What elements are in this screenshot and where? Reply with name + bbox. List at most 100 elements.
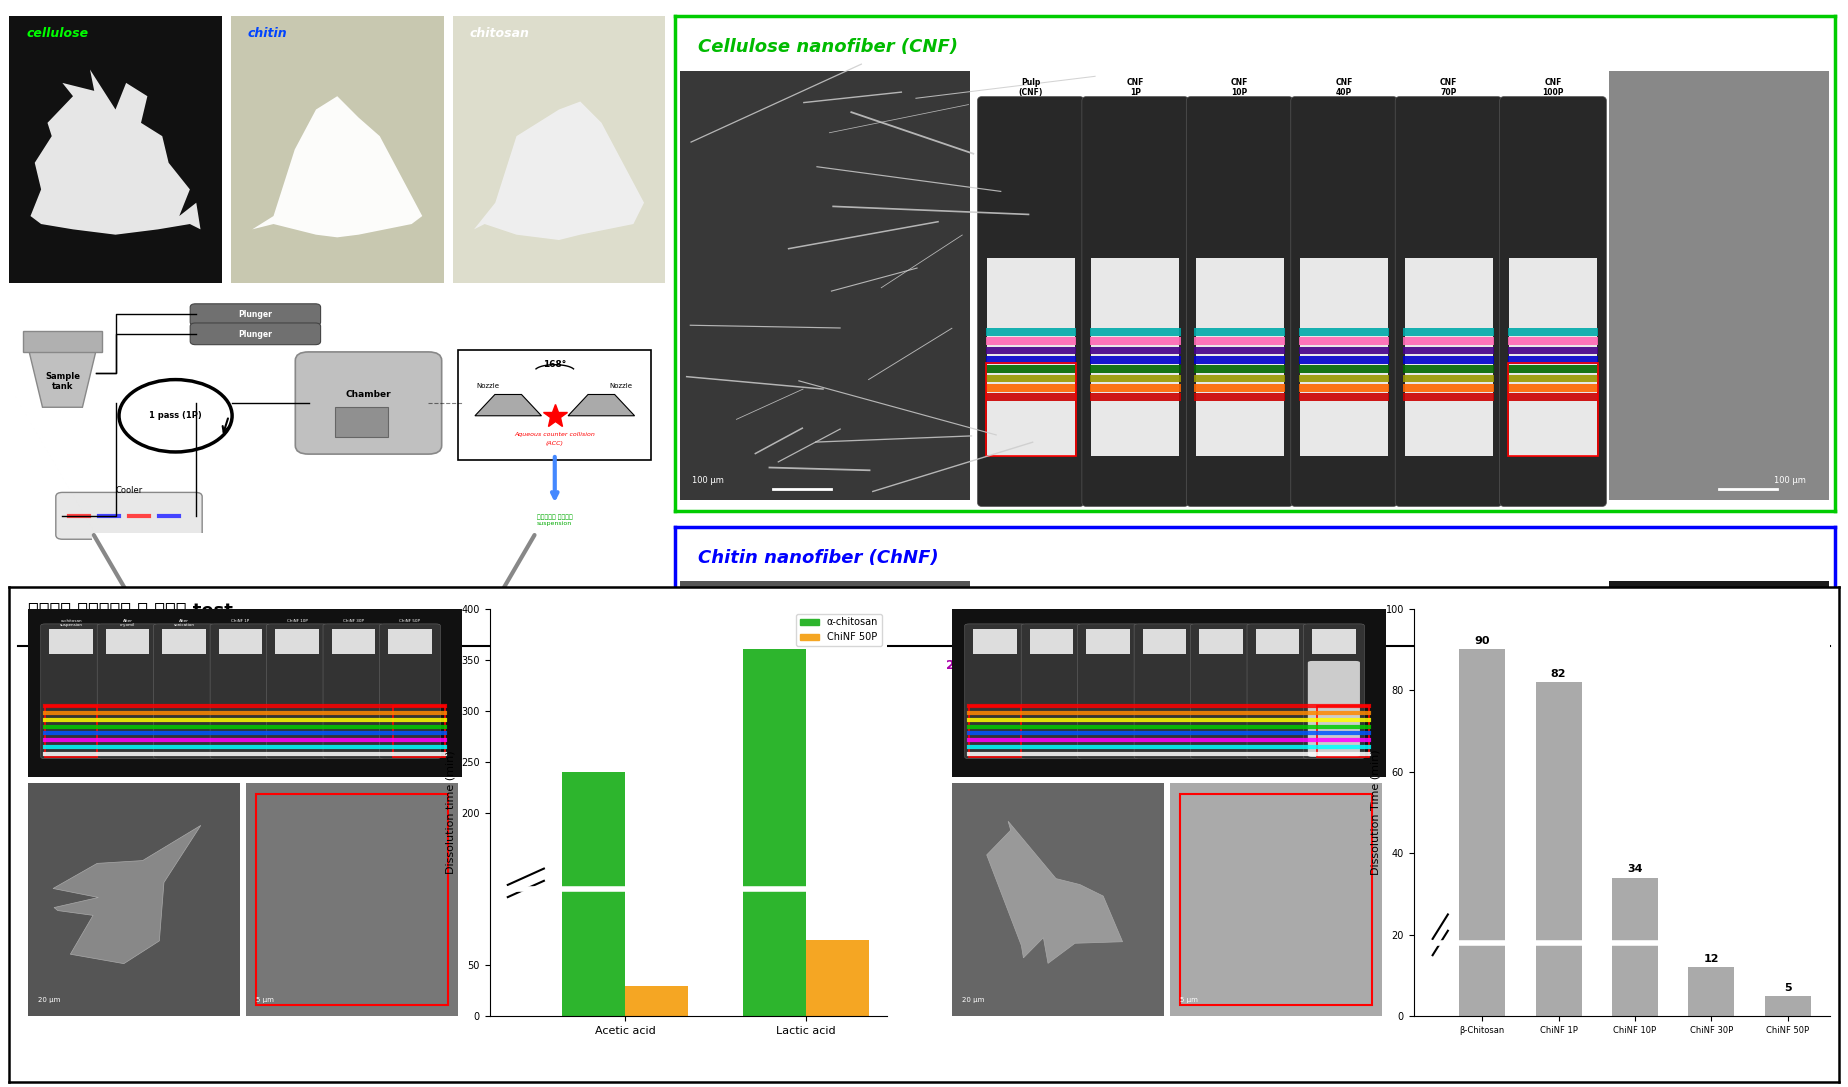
FancyBboxPatch shape bbox=[1186, 97, 1294, 507]
Bar bbox=[985, 393, 1076, 401]
Bar bbox=[1508, 375, 1599, 383]
Bar bbox=[1508, 393, 1599, 401]
Bar bbox=[1199, 629, 1242, 654]
Bar bbox=[50, 629, 92, 654]
Bar bbox=[985, 328, 1076, 336]
Text: Cooler: Cooler bbox=[115, 486, 142, 495]
Bar bbox=[1299, 886, 1390, 896]
FancyBboxPatch shape bbox=[1501, 97, 1606, 507]
Bar bbox=[1090, 355, 1181, 364]
Text: CNF
10P: CNF 10P bbox=[1231, 78, 1249, 98]
Bar bbox=[22, 330, 102, 352]
Bar bbox=[680, 580, 970, 1000]
Bar bbox=[1299, 355, 1390, 364]
Bar bbox=[1403, 328, 1493, 336]
Bar bbox=[1090, 328, 1181, 336]
Polygon shape bbox=[251, 97, 421, 237]
FancyBboxPatch shape bbox=[323, 624, 384, 759]
Bar bbox=[1299, 365, 1390, 373]
FancyBboxPatch shape bbox=[978, 97, 1085, 507]
Bar bbox=[1404, 258, 1493, 455]
Bar bbox=[985, 337, 1076, 345]
Text: 기토산의 나노섬유화 및 용해성 test: 기토산의 나노섬유화 및 용해성 test bbox=[28, 602, 233, 620]
Bar bbox=[1257, 629, 1299, 654]
Polygon shape bbox=[699, 882, 785, 934]
Text: 90: 90 bbox=[1475, 636, 1489, 646]
Bar bbox=[105, 629, 150, 654]
Bar bbox=[1087, 629, 1129, 654]
Bar bbox=[1508, 886, 1599, 896]
FancyBboxPatch shape bbox=[965, 624, 1026, 759]
Bar bbox=[1196, 774, 1284, 989]
Bar bbox=[985, 863, 1076, 872]
Text: α-chitin
70P: α-chitin 70P bbox=[1432, 587, 1465, 607]
Text: 100 μm: 100 μm bbox=[691, 476, 724, 486]
FancyBboxPatch shape bbox=[1190, 624, 1251, 759]
Polygon shape bbox=[686, 914, 780, 967]
Bar bbox=[1194, 355, 1284, 364]
Text: CNF
40P: CNF 40P bbox=[1336, 78, 1353, 98]
Bar bbox=[1194, 863, 1284, 872]
Text: 천연고분자 나노섬유
suspension: 천연고분자 나노섬유 suspension bbox=[538, 514, 573, 526]
Bar bbox=[1299, 393, 1390, 401]
Text: 5: 5 bbox=[1783, 983, 1791, 992]
Bar bbox=[1194, 910, 1284, 920]
Bar bbox=[1090, 886, 1181, 896]
Bar bbox=[1299, 258, 1388, 455]
Bar bbox=[1403, 863, 1493, 872]
Text: 20 μm: 20 μm bbox=[39, 998, 61, 1003]
Text: Nozzle: Nozzle bbox=[610, 383, 632, 389]
FancyBboxPatch shape bbox=[1077, 624, 1138, 759]
FancyBboxPatch shape bbox=[1290, 97, 1397, 507]
FancyBboxPatch shape bbox=[379, 624, 440, 759]
Bar bbox=[974, 629, 1016, 654]
FancyBboxPatch shape bbox=[98, 624, 157, 759]
Bar bbox=[1194, 384, 1284, 391]
Bar bbox=[1029, 629, 1074, 654]
Bar bbox=[1403, 898, 1493, 908]
Bar bbox=[985, 355, 1076, 364]
Bar bbox=[333, 629, 375, 654]
Bar bbox=[1090, 347, 1181, 354]
Bar bbox=[1299, 863, 1390, 872]
Text: After
sonication: After sonication bbox=[174, 619, 194, 627]
Polygon shape bbox=[30, 352, 96, 408]
FancyBboxPatch shape bbox=[55, 492, 201, 539]
Bar bbox=[1299, 898, 1390, 908]
Polygon shape bbox=[732, 785, 802, 830]
Text: ChiNF 30P: ChiNF 30P bbox=[344, 619, 364, 623]
FancyBboxPatch shape bbox=[1290, 605, 1397, 1007]
Text: Plunger: Plunger bbox=[238, 311, 272, 320]
Polygon shape bbox=[710, 850, 791, 899]
Text: α-chitin
10P: α-chitin 10P bbox=[1223, 587, 1257, 607]
Bar bbox=[1403, 384, 1493, 391]
Bar bbox=[1090, 619, 1179, 657]
Bar bbox=[1510, 619, 1597, 657]
Text: CNF
100P: CNF 100P bbox=[1543, 78, 1563, 98]
Text: α-chitin
1P: α-chitin 1P bbox=[1118, 587, 1151, 607]
Text: (ACC): (ACC) bbox=[545, 441, 564, 446]
Text: CNF
1P: CNF 1P bbox=[1127, 78, 1144, 98]
Bar bbox=[1403, 910, 1493, 920]
Bar bbox=[1508, 863, 1599, 872]
FancyBboxPatch shape bbox=[1395, 605, 1502, 1007]
Bar bbox=[968, 707, 1022, 757]
Text: 1 pass (1P): 1 pass (1P) bbox=[150, 411, 201, 421]
Text: 1. α-chitosan: 1. α-chitosan bbox=[31, 659, 122, 672]
Bar bbox=[1090, 384, 1181, 391]
FancyBboxPatch shape bbox=[1395, 97, 1502, 507]
Text: 1 μm: 1 μm bbox=[1785, 977, 1805, 986]
Bar bbox=[1299, 874, 1390, 884]
Bar bbox=[1508, 347, 1599, 354]
Text: 5 μm: 5 μm bbox=[1181, 998, 1198, 1003]
Bar bbox=[1611, 878, 1658, 1016]
Bar bbox=[1299, 347, 1390, 354]
Bar bbox=[1316, 707, 1369, 757]
Bar bbox=[1765, 996, 1811, 1016]
Text: Pulp
(CNF): Pulp (CNF) bbox=[1018, 78, 1042, 98]
Bar bbox=[1404, 619, 1493, 657]
FancyBboxPatch shape bbox=[1022, 624, 1081, 759]
Bar bbox=[562, 772, 625, 1016]
Bar bbox=[1299, 910, 1390, 920]
Text: Cellulose nanofiber (CNF): Cellulose nanofiber (CNF) bbox=[699, 38, 957, 57]
